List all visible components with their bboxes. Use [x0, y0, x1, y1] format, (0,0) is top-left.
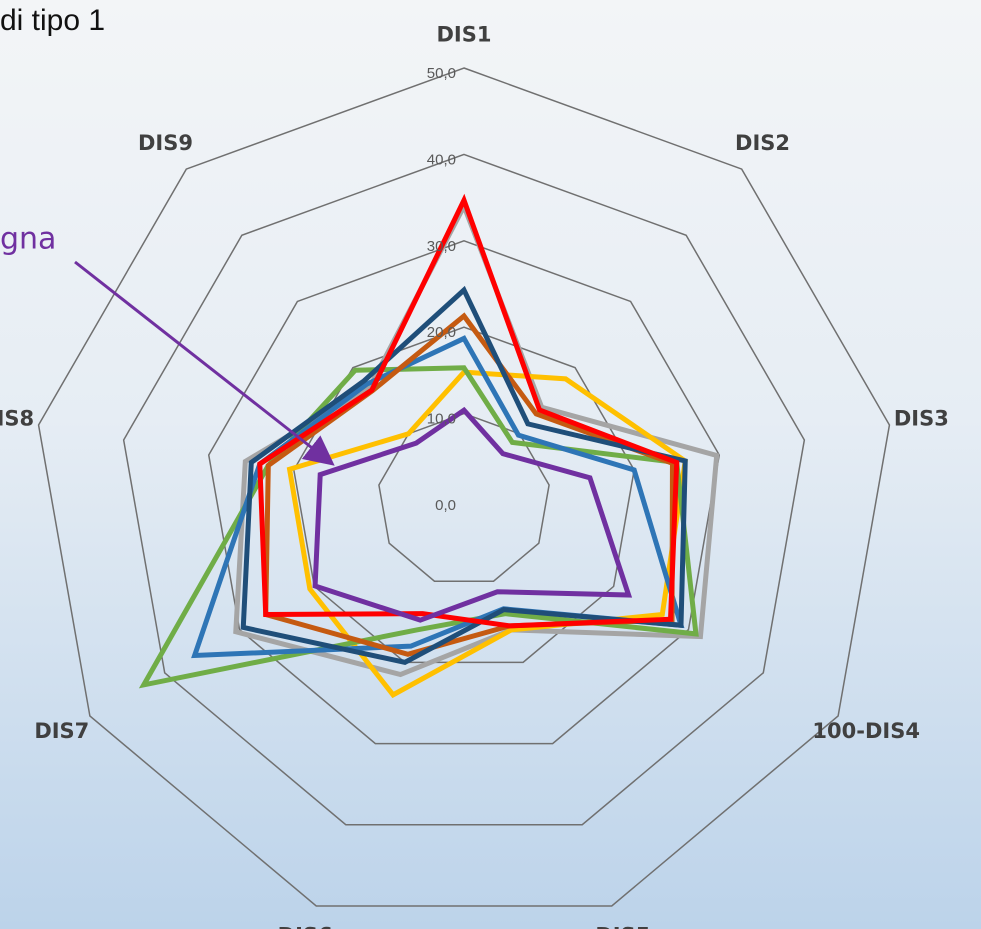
tick-label: 20,0 — [427, 324, 456, 341]
axis-label: DIS2 — [735, 131, 790, 155]
annotation: gna — [0, 222, 56, 257]
series-line — [257, 193, 680, 629]
grid-ring — [378, 412, 550, 582]
axis-label: DIS6 — [278, 923, 333, 929]
axis-label: DIS5 — [595, 923, 650, 929]
series-line — [138, 365, 699, 689]
series-line — [263, 312, 675, 657]
series-line — [240, 285, 688, 666]
axis-label: DIS3 — [894, 406, 949, 430]
tick-label: 0,0 — [435, 497, 456, 514]
axis-label: DIS1 — [437, 23, 492, 47]
series-line — [286, 369, 688, 699]
annotation: di tipo 1 — [0, 4, 105, 37]
tick-label: 10,0 — [427, 411, 456, 428]
plot: 0,0 10,0 20,0 30,0 40,0 50,0 DIS1 DIS2 DIS3 100-D… — [0, 23, 949, 929]
series-line — [233, 200, 720, 678]
axis-label: DIS7 — [34, 719, 89, 743]
axis-label: DIS8 — [0, 406, 34, 430]
series-line — [191, 335, 685, 659]
tick-label: 30,0 — [427, 238, 456, 255]
arrow — [74, 260, 335, 466]
series-line — [312, 406, 633, 623]
axis-label: DIS9 — [138, 131, 193, 155]
tick-label: 40,0 — [427, 151, 456, 168]
grid-ring — [37, 67, 891, 907]
grid-ring — [122, 153, 806, 826]
tick-label: 50,0 — [427, 65, 456, 82]
axis-label: 100-DIS4 — [812, 719, 920, 743]
grid-ring — [207, 240, 721, 745]
